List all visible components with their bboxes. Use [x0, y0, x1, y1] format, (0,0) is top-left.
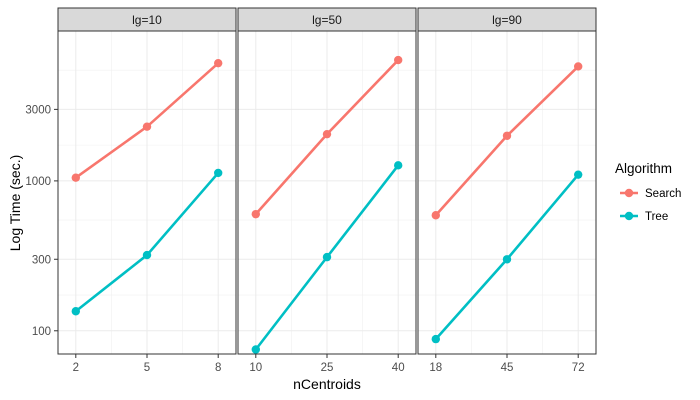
data-point-tree — [394, 161, 403, 170]
x-tick-label: 8 — [215, 362, 221, 374]
data-point-search — [251, 209, 260, 219]
legend-item-search: Search — [620, 188, 681, 200]
data-point-tree — [214, 168, 223, 178]
x-tick-label: 5 — [144, 362, 150, 374]
data-point-search — [574, 62, 583, 71]
x-tick-label: 25 — [321, 362, 334, 374]
legend-item-tree: Tree — [620, 211, 668, 223]
facet-panel-2: lg=50 10 25 40 — [237, 7, 417, 374]
x-axis-title: nCentroids — [293, 376, 361, 392]
facet-strip-label: lg=10 — [132, 13, 162, 27]
data-point-tree — [322, 252, 332, 262]
data-point-tree — [574, 170, 583, 179]
data-point-tree — [431, 334, 440, 344]
data-point-tree — [142, 250, 152, 260]
legend: Algorithm Search Tree — [615, 161, 681, 223]
y-tick-label: 3000 — [25, 104, 51, 116]
legend-label: Tree — [645, 211, 668, 223]
data-point-search — [142, 122, 152, 131]
data-point-search — [394, 55, 403, 65]
y-axis: 100 300 1000 3000 — [25, 104, 58, 338]
data-point-search — [322, 129, 332, 139]
data-point-tree — [71, 307, 81, 316]
facet-strip-label: lg=90 — [492, 13, 522, 27]
y-tick-label: 1000 — [25, 176, 51, 188]
x-tick-label: 72 — [572, 362, 585, 374]
facet-panel-1: lg=10 2 5 8 — [57, 7, 237, 374]
legend-key-point — [624, 188, 634, 198]
x-tick-label: 40 — [392, 362, 405, 374]
x-tick-label: 2 — [73, 362, 79, 374]
y-axis-title: Log Time (sec.) — [7, 155, 23, 251]
x-tick-label: 18 — [429, 362, 442, 374]
legend-title: Algorithm — [615, 161, 672, 176]
x-tick-label: 45 — [501, 362, 514, 374]
facet-panel-3: lg=90 18 45 72 — [417, 7, 597, 374]
facet-strip-label: lg=50 — [312, 13, 342, 27]
legend-key-point — [624, 211, 634, 221]
data-point-search — [431, 211, 440, 220]
x-tick-label: 10 — [249, 362, 262, 374]
y-tick-label: 100 — [32, 326, 51, 338]
legend-label: Search — [645, 188, 681, 200]
y-tick-label: 300 — [32, 254, 51, 266]
data-point-tree — [251, 345, 260, 354]
data-point-tree — [502, 255, 512, 264]
data-point-search — [214, 58, 223, 68]
data-point-search — [502, 131, 512, 140]
data-point-search — [71, 173, 81, 182]
